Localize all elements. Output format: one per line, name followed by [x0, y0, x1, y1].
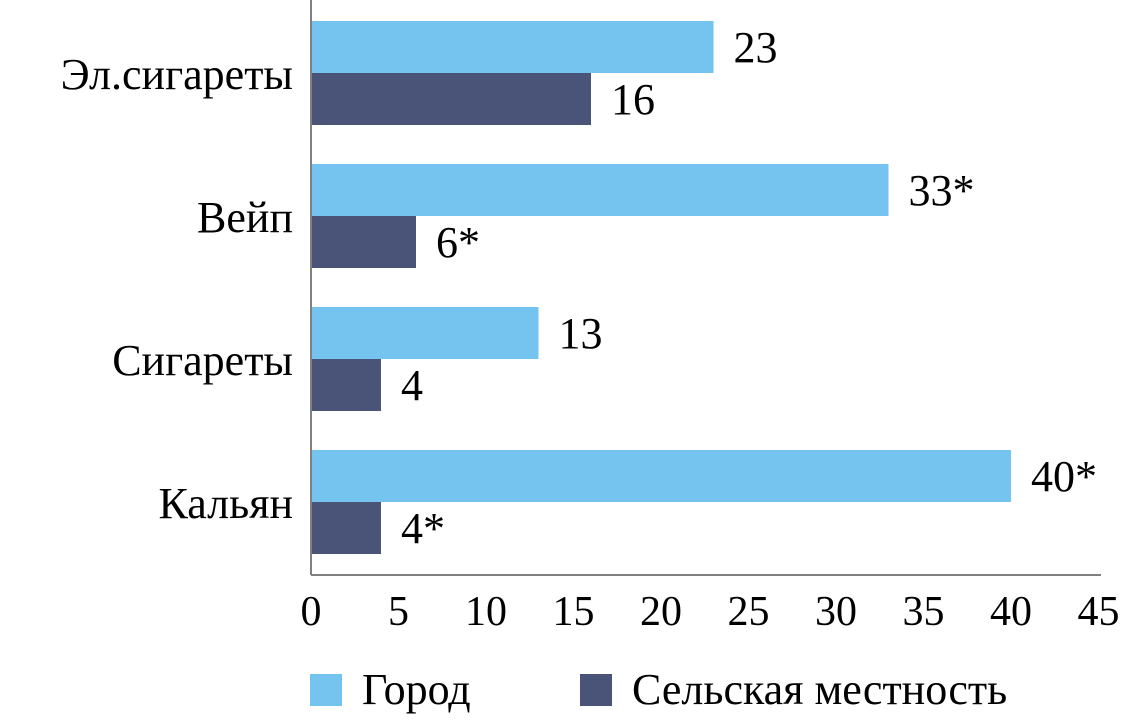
x-tick-label: 0	[301, 589, 322, 635]
legend-label: Сельская местность	[632, 665, 1007, 714]
category-label: Кальян	[159, 479, 294, 528]
legend-label: Город	[362, 665, 471, 714]
bar-selskaya-mestnost	[311, 216, 416, 268]
x-tick-labels: 0 5 10 15 20 25 30 35 40 45	[301, 589, 1120, 635]
data-label: 23	[734, 23, 778, 72]
category-label: Сигареты	[112, 336, 293, 385]
category-label: Эл.сигареты	[61, 50, 293, 99]
x-tick-label: 30	[815, 589, 857, 635]
data-label: 13	[559, 309, 603, 358]
data-label: 4*	[401, 504, 445, 553]
x-tick-label: 5	[388, 589, 409, 635]
data-label: 33*	[909, 166, 975, 215]
bar-selskaya-mestnost	[311, 502, 381, 554]
data-label: 16	[611, 75, 655, 124]
bar-gorod	[311, 307, 539, 359]
data-label: 6*	[436, 218, 480, 267]
bars-layer	[311, 21, 1011, 554]
axis-layer	[310, 0, 1101, 576]
data-label: 40*	[1031, 452, 1097, 501]
data-label: 4	[401, 361, 423, 410]
x-tick-label: 40	[990, 589, 1032, 635]
x-tick-label: 25	[728, 589, 770, 635]
x-tick-label: 20	[640, 589, 682, 635]
x-tick-label: 35	[903, 589, 945, 635]
bar-selskaya-mestnost	[311, 73, 591, 125]
legend-swatch	[310, 674, 342, 706]
legend: Город Сельская местность	[310, 665, 1007, 714]
value-labels-layer: 23 16 33* 6* 13 4 40* 4*	[401, 23, 1097, 553]
bar-selskaya-mestnost	[311, 359, 381, 411]
legend-swatch	[580, 674, 612, 706]
bar-gorod	[311, 450, 1011, 502]
category-labels-layer: Эл.сигареты Вейп Сигареты Кальян	[61, 50, 293, 528]
x-tick-label: 45	[1078, 589, 1120, 635]
x-tick-label: 15	[553, 589, 595, 635]
bar-gorod	[311, 164, 889, 216]
category-label: Вейп	[197, 193, 293, 242]
bar-gorod	[311, 21, 714, 73]
x-tick-label: 10	[465, 589, 507, 635]
